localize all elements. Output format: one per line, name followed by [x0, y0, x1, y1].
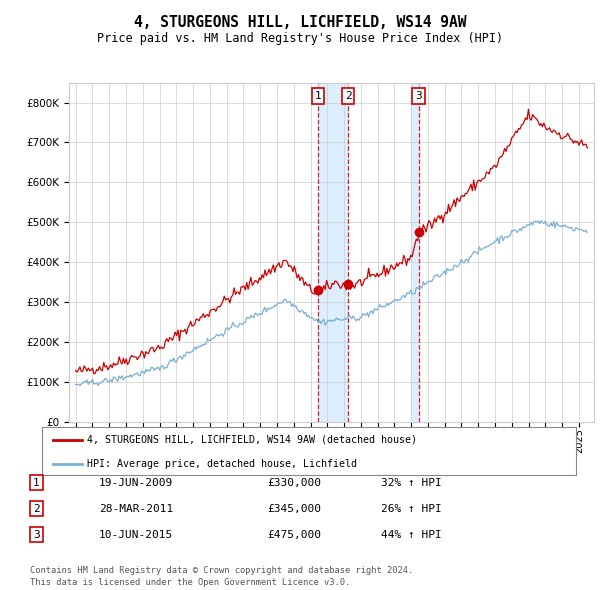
- Text: £475,000: £475,000: [267, 530, 321, 539]
- Text: Price paid vs. HM Land Registry's House Price Index (HPI): Price paid vs. HM Land Registry's House …: [97, 32, 503, 45]
- Text: 4, STURGEONS HILL, LICHFIELD, WS14 9AW: 4, STURGEONS HILL, LICHFIELD, WS14 9AW: [134, 15, 466, 30]
- Text: 1: 1: [33, 478, 40, 487]
- Text: 28-MAR-2011: 28-MAR-2011: [99, 504, 173, 513]
- Text: 32% ↑ HPI: 32% ↑ HPI: [381, 478, 442, 487]
- Text: This data is licensed under the Open Government Licence v3.0.: This data is licensed under the Open Gov…: [30, 578, 350, 588]
- Text: 3: 3: [33, 530, 40, 539]
- Text: 1: 1: [315, 91, 322, 101]
- Text: 4, STURGEONS HILL, LICHFIELD, WS14 9AW (detached house): 4, STURGEONS HILL, LICHFIELD, WS14 9AW (…: [88, 435, 418, 445]
- Text: 19-JUN-2009: 19-JUN-2009: [99, 478, 173, 487]
- Text: 2: 2: [344, 91, 352, 101]
- Text: Contains HM Land Registry data © Crown copyright and database right 2024.: Contains HM Land Registry data © Crown c…: [30, 566, 413, 575]
- Text: £345,000: £345,000: [267, 504, 321, 513]
- Text: 44% ↑ HPI: 44% ↑ HPI: [381, 530, 442, 539]
- Text: HPI: Average price, detached house, Lichfield: HPI: Average price, detached house, Lich…: [88, 459, 358, 469]
- Text: 10-JUN-2015: 10-JUN-2015: [99, 530, 173, 539]
- Text: 2: 2: [33, 504, 40, 513]
- Text: 26% ↑ HPI: 26% ↑ HPI: [381, 504, 442, 513]
- Text: 3: 3: [415, 91, 422, 101]
- Bar: [411, 83, 419, 422]
- Bar: [319, 83, 348, 422]
- Text: £330,000: £330,000: [267, 478, 321, 487]
